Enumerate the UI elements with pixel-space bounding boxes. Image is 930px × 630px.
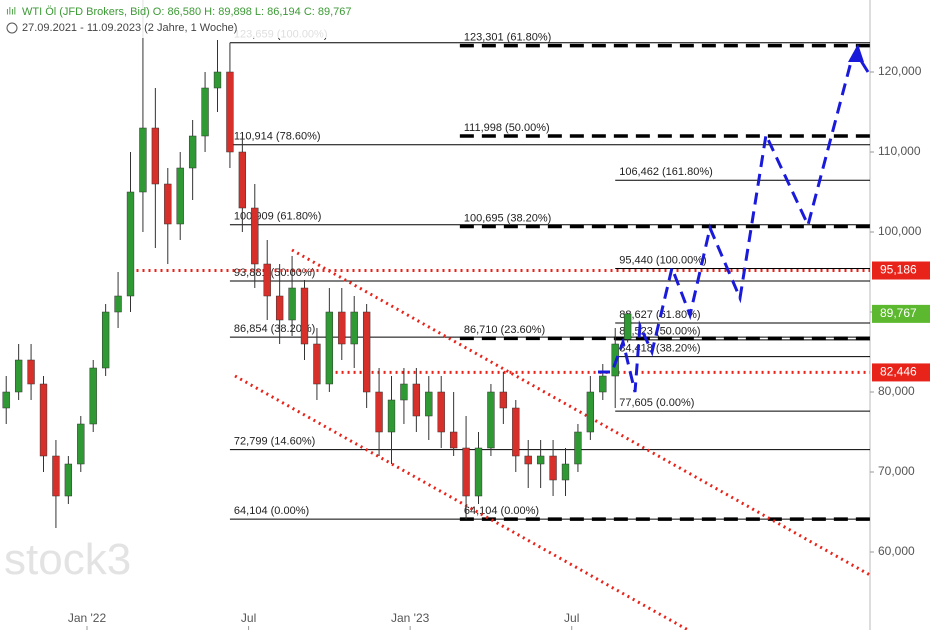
fib-label: 110,914 (78.60%) xyxy=(234,131,321,143)
fib-label: 84,418 (38.20%) xyxy=(619,343,700,355)
candle-body xyxy=(176,167,184,225)
fib-label: 77,605 (0.00%) xyxy=(619,397,694,409)
candle-body xyxy=(474,447,483,497)
candle-body xyxy=(487,391,495,449)
fib-label: 111,998 (50.00%) xyxy=(464,122,550,134)
header-icon: ılıl xyxy=(6,7,16,18)
channel-line xyxy=(291,248,871,577)
candle-body xyxy=(574,431,582,465)
candle-body xyxy=(313,343,321,385)
y-tick-label: 60,000 xyxy=(878,544,915,558)
candle-body xyxy=(623,313,632,340)
candle-body xyxy=(275,295,284,321)
candle-body xyxy=(238,151,247,209)
candle-body xyxy=(14,359,23,393)
candle-body xyxy=(52,455,60,497)
candle-body xyxy=(599,375,607,393)
candle-body xyxy=(325,311,334,385)
x-tick-label: Jan '22 xyxy=(68,611,107,625)
candle-body xyxy=(39,383,48,457)
candle-body xyxy=(375,391,383,433)
header-line2: 27.09.2021 - 11.09.2023 (2 Jahre, 1 Woch… xyxy=(22,22,237,34)
clock-icon xyxy=(6,22,18,34)
y-tick-label: 80,000 xyxy=(878,384,915,398)
candle-body xyxy=(300,287,309,345)
candle-body xyxy=(151,127,160,185)
channel-line xyxy=(234,374,689,630)
candle-body xyxy=(288,287,296,321)
candle-body xyxy=(251,207,259,265)
candle-body xyxy=(425,391,433,417)
candle-body xyxy=(412,383,421,417)
candle-body xyxy=(449,431,458,449)
candle-body xyxy=(201,87,209,137)
candle-body xyxy=(338,311,346,345)
candle-body xyxy=(164,183,172,225)
price-marker xyxy=(872,261,930,280)
fib-label: 72,799 (14.60%) xyxy=(234,436,315,448)
price-marker xyxy=(872,363,930,382)
candle-body xyxy=(536,455,545,465)
fib-label: 123,301 (61.80%) xyxy=(464,31,551,43)
candle-body xyxy=(549,455,557,481)
y-tick-label: 110,000 xyxy=(878,144,921,158)
fib-label: 86,710 (23.60%) xyxy=(464,324,545,336)
candle-body xyxy=(512,407,520,457)
candle-body xyxy=(213,71,222,89)
projection-path xyxy=(598,57,854,393)
candle-body xyxy=(350,311,358,345)
x-tick-label: Jul xyxy=(241,611,256,625)
candle-body xyxy=(462,447,470,497)
candle-body xyxy=(499,391,508,409)
x-tick-label: Jul xyxy=(564,611,579,625)
last-price-label: 89,767 xyxy=(880,306,917,320)
fib-label: 86,854 (38.20%) xyxy=(234,323,315,335)
last-price-marker xyxy=(872,304,930,323)
y-tick-label: 100,000 xyxy=(878,224,922,238)
fib-label: 100,695 (38.20%) xyxy=(464,212,551,224)
y-tick-label: 120,000 xyxy=(878,64,922,78)
fib-label: 93,881 (50.00%) xyxy=(234,267,315,279)
candle-body xyxy=(437,391,445,433)
candle-body xyxy=(362,311,371,393)
candle-body xyxy=(126,191,135,297)
fib-label: 95,440 (100.00%) xyxy=(619,254,706,266)
candle-body xyxy=(139,127,147,193)
header-line1: WTI Öl (JFD Brokers, Bid) O: 86,580 H: 8… xyxy=(22,6,352,18)
candle-body xyxy=(387,399,396,433)
fib-label: 64,104 (0.00%) xyxy=(234,505,309,517)
candle-body xyxy=(77,423,85,465)
projection-path xyxy=(856,55,870,73)
price-marker-label: 95,186 xyxy=(880,263,917,277)
candle-body xyxy=(89,367,97,425)
y-tick-label: 70,000 xyxy=(878,464,915,478)
candle-body xyxy=(2,391,10,409)
candle-body xyxy=(586,391,595,433)
fib-label: 100,909 (61.80%) xyxy=(234,211,321,223)
candle-body xyxy=(188,135,197,169)
candle-body xyxy=(561,463,570,481)
candle-body xyxy=(263,263,271,297)
candle-body xyxy=(114,295,122,313)
watermark: stock3 xyxy=(4,535,131,584)
candle-body xyxy=(101,311,110,369)
candle-body xyxy=(524,455,532,465)
x-tick-label: Jan '23 xyxy=(391,611,430,625)
candle-body xyxy=(226,71,234,153)
fib-label: 64,104 (0.00%) xyxy=(464,505,539,517)
fib-label: 106,462 (161.80%) xyxy=(619,166,713,178)
price-marker-label: 82,446 xyxy=(880,365,917,379)
header-bg xyxy=(0,0,380,38)
candle-body xyxy=(400,383,408,401)
candle-body xyxy=(27,359,35,385)
fib-label: 86,523 (50.00%) xyxy=(619,326,700,338)
candle-body xyxy=(64,463,73,497)
